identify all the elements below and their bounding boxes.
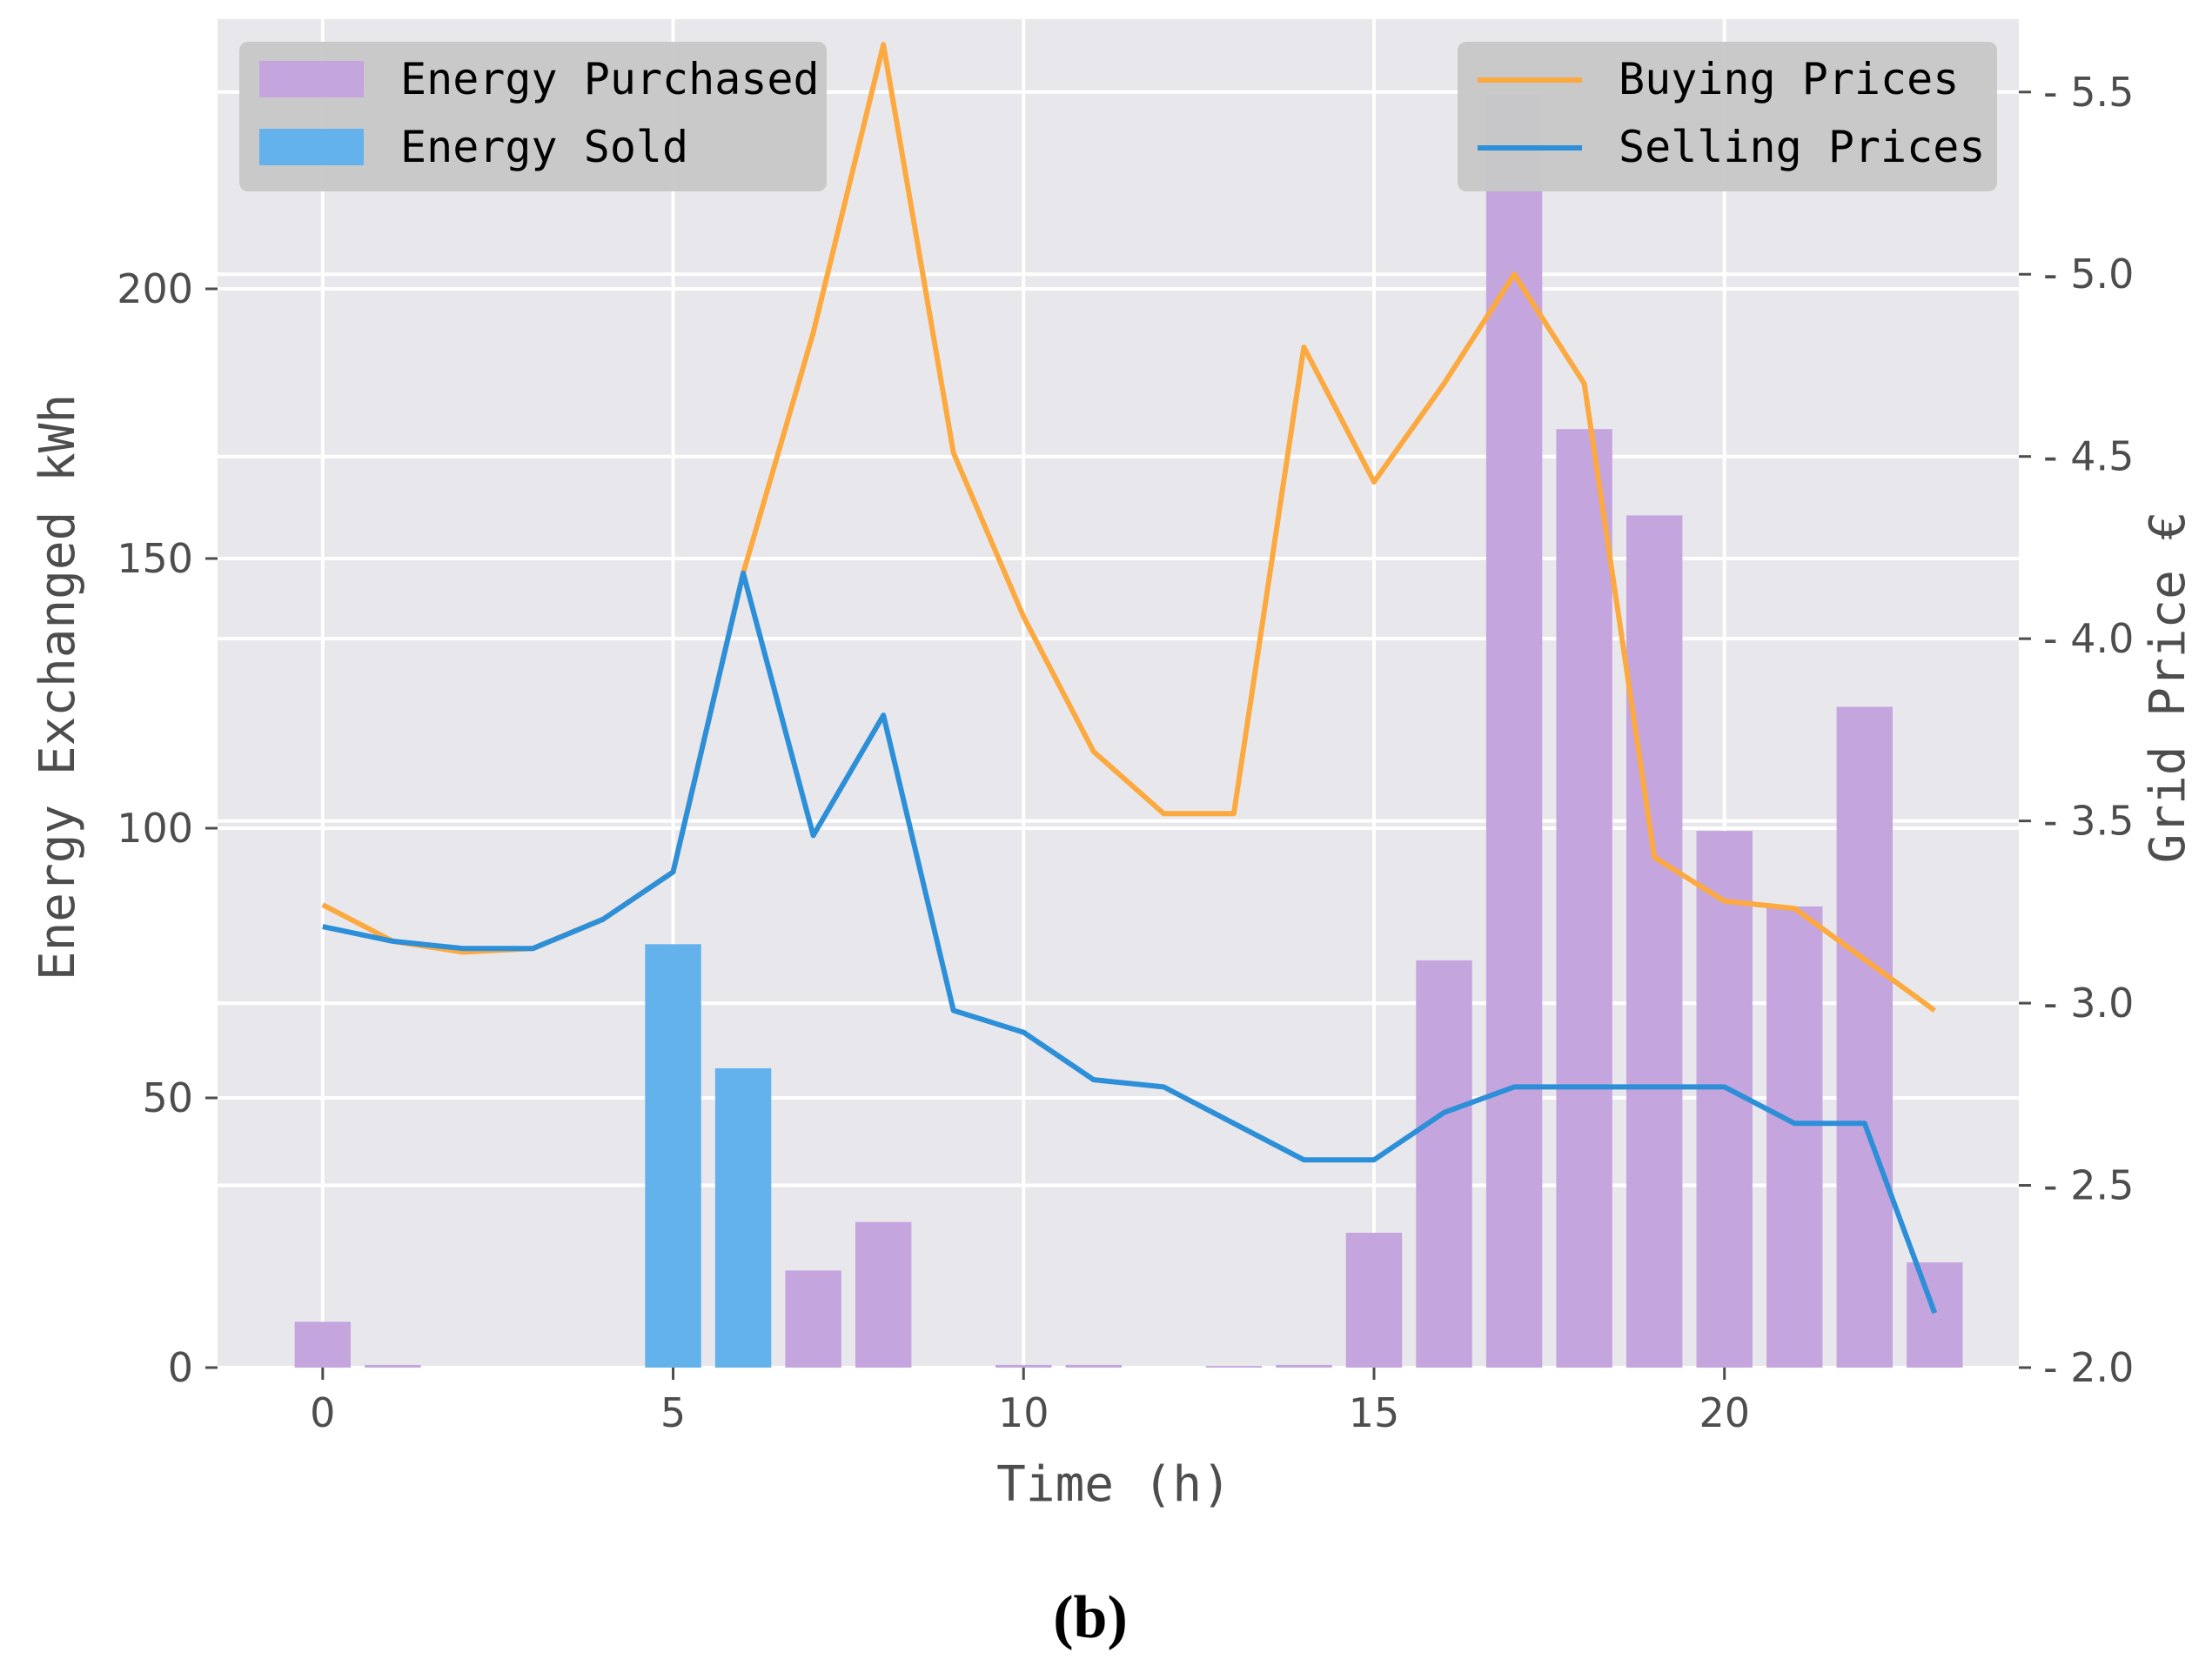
y-axis-left-title: Energy Exchanged kWh (30, 394, 86, 980)
y-left-tick-label-2: 100 (117, 805, 193, 852)
legend-bars: Energy Purchased Energy Sold (239, 42, 827, 191)
y-right-tick-label-0: - 2.0 (2043, 1344, 2134, 1391)
bar-energy-purchased-14 (1276, 1364, 1332, 1368)
bar-energy-sold-5 (645, 944, 701, 1368)
line-selling-prices (322, 570, 1938, 1315)
bar-energy-purchased-10 (995, 1364, 1052, 1368)
panel-label: (b) (1053, 1584, 1128, 1651)
y-right-tick-label-7: - 5.5 (2043, 69, 2134, 116)
bar-energy-purchased-16 (1416, 960, 1472, 1368)
legend-label-energy-purchased: Energy Purchased (400, 54, 820, 104)
bar-energy-purchased-19 (1625, 515, 1683, 1368)
lines-layer (321, 42, 1938, 1315)
bar-energy-purchased-22 (1836, 706, 1894, 1368)
bar-energy-sold-6 (714, 1067, 772, 1368)
legend-swatch-energy-purchased (259, 61, 364, 97)
bar-energy-purchased-7 (785, 1270, 841, 1368)
legend-lines: Buying Prices Selling Prices (1458, 42, 1997, 191)
y-right-tick-label-6: - 5.0 (2043, 251, 2134, 298)
y-right-tick-label-5: - 4.5 (2043, 433, 2134, 480)
y-left-tick-label-4: 200 (117, 265, 193, 312)
bar-energy-purchased-17 (1485, 94, 1543, 1368)
legend-label-buying-prices: Buying Prices (1619, 54, 1959, 104)
y-right-tick-label-2: - 3.0 (2043, 980, 2134, 1027)
y-left-tick-label-3: 150 (117, 535, 193, 582)
y-axis-right-title: Grid Price € (2140, 512, 2196, 864)
bar-energy-purchased-18 (1556, 429, 1612, 1368)
y-right-tick-label-3: - 3.5 (2043, 798, 2134, 845)
bar-energy-purchased-0 (294, 1321, 352, 1368)
bar-energy-purchased-8 (855, 1221, 912, 1368)
bar-energy-purchased-13 (1205, 1366, 1263, 1368)
legend-swatch-energy-sold (259, 129, 364, 165)
legend-label-selling-prices: Selling Prices (1619, 122, 1985, 172)
y-right-tick-label-4: - 4.0 (2043, 615, 2134, 662)
legend-lines-box (1458, 42, 1997, 191)
bar-energy-purchased-1 (365, 1364, 421, 1368)
bar-energy-purchased-15 (1345, 1233, 1403, 1368)
x-tick-label-2: 10 (998, 1389, 1049, 1436)
bar-energy-purchased-23 (1907, 1262, 1963, 1368)
x-tick-label-0: 0 (310, 1389, 335, 1436)
x-tick-label-4: 20 (1699, 1389, 1750, 1436)
y-left-tick-label-1: 50 (142, 1074, 193, 1121)
legend-label-energy-sold: Energy Sold (400, 122, 688, 172)
x-axis-title: Time (h) (996, 1456, 1231, 1513)
y-left-tick-label-0: 0 (168, 1344, 193, 1391)
legend-bars-box (239, 42, 827, 191)
bar-energy-purchased-11 (1065, 1364, 1123, 1368)
x-tick-label-3: 15 (1349, 1389, 1400, 1436)
bar-energy-purchased-21 (1766, 906, 1823, 1368)
x-tick-label-1: 5 (660, 1389, 686, 1436)
y-right-tick-label-1: - 2.5 (2043, 1162, 2134, 1209)
